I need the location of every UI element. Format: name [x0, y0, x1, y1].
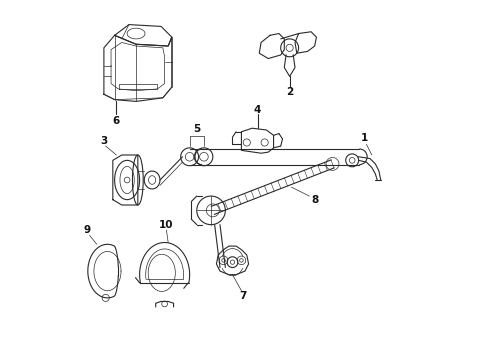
Text: 7: 7 [240, 291, 247, 301]
Text: 9: 9 [83, 225, 90, 235]
Text: 5: 5 [193, 124, 200, 134]
Text: 2: 2 [286, 87, 294, 98]
Text: 8: 8 [311, 195, 318, 204]
Text: 6: 6 [113, 116, 120, 126]
Text: 1: 1 [361, 133, 368, 143]
Text: 4: 4 [254, 105, 261, 115]
Text: 10: 10 [159, 220, 173, 230]
Text: 3: 3 [100, 136, 107, 146]
